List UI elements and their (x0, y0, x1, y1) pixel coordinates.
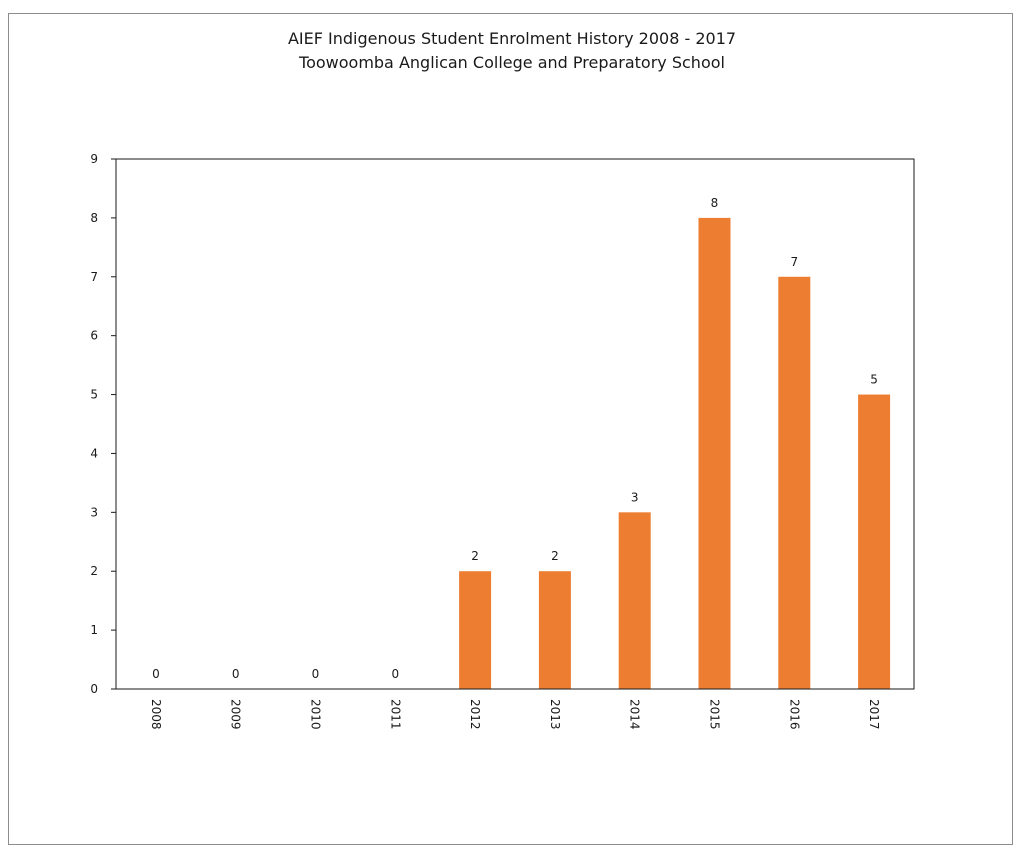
chart-title-block: AIEF Indigenous Student Enrolment Histor… (0, 27, 1024, 75)
data-label: 0 (152, 667, 160, 681)
y-tick-label: 5 (90, 388, 98, 402)
y-tick-label: 1 (90, 623, 98, 637)
data-label: 3 (631, 490, 639, 504)
data-label: 5 (870, 373, 878, 387)
data-label: 7 (790, 255, 798, 269)
data-label: 0 (232, 667, 240, 681)
y-tick-label: 0 (90, 682, 98, 696)
x-tick-label: 2017 (867, 699, 881, 730)
data-label: 0 (312, 667, 320, 681)
bar (698, 217, 731, 689)
y-tick-label: 9 (90, 152, 98, 166)
bar (538, 571, 571, 689)
x-tick-label: 2013 (548, 699, 562, 730)
y-tick-label: 2 (90, 564, 98, 578)
x-tick-label: 2015 (708, 699, 722, 730)
data-label: 0 (391, 667, 399, 681)
data-labels-group: 0 0 0 0 2 2 3 8 7 5 (152, 196, 878, 681)
bar (459, 571, 492, 689)
chart-title: AIEF Indigenous Student Enrolment Histor… (287, 29, 737, 48)
x-tick-label: 2012 (468, 699, 482, 730)
y-tick-label: 7 (90, 270, 98, 284)
x-tick-label: 2011 (388, 699, 402, 730)
y-tick-label: 8 (90, 211, 98, 225)
bars-group (459, 217, 891, 689)
data-label: 2 (551, 549, 559, 563)
x-tick-label: 2008 (149, 699, 163, 730)
data-label: 8 (711, 196, 719, 210)
bar (858, 394, 891, 689)
y-tick-label: 4 (90, 446, 98, 460)
x-tick-label: 2016 (787, 699, 801, 730)
plot-area-border (115, 158, 915, 690)
bar (618, 512, 651, 689)
x-tick-label: 2014 (628, 699, 642, 730)
x-axis: 2008 2009 2010 2011 2012 2013 2014 2015 2016 2017 (149, 699, 881, 730)
x-tick-label: 2009 (229, 699, 243, 730)
chart-frame (8, 13, 1013, 845)
y-tick-label: 3 (90, 505, 98, 519)
chart-subtitle: Toowoomba Anglican College and Preparato… (299, 53, 725, 72)
x-tick-label: 2010 (309, 699, 323, 730)
bar (778, 276, 811, 689)
data-label: 2 (471, 549, 479, 563)
y-axis: 0 1 2 3 4 5 6 7 8 9 (90, 152, 116, 696)
y-tick-label: 6 (90, 329, 98, 343)
